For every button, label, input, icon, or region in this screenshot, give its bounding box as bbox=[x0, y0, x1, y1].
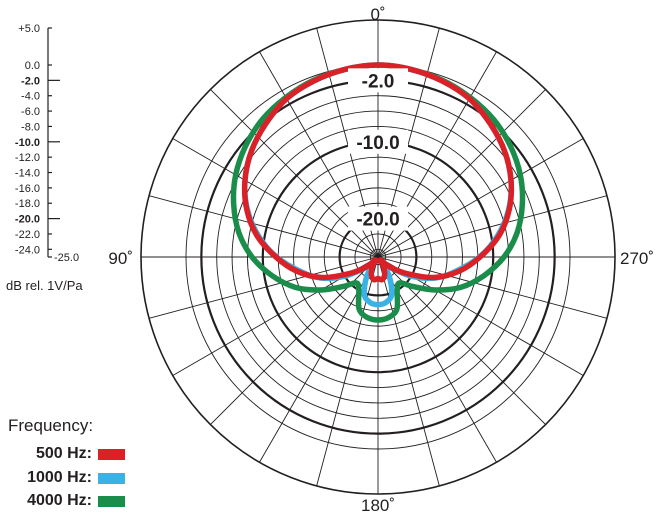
angle-label: 90˚ bbox=[108, 249, 133, 268]
legend-swatch bbox=[98, 495, 125, 507]
legend-title: Frequency: bbox=[8, 416, 94, 435]
legend-label: 500 Hz: bbox=[35, 445, 92, 462]
grid-spoke bbox=[148, 195, 379, 258]
ring-label: -10.0 bbox=[356, 133, 399, 154]
scale-label: -16.0 bbox=[15, 183, 40, 195]
grid-ring bbox=[216, 95, 540, 419]
ring-labels: -2.0 -10.0 -20.0 bbox=[348, 68, 408, 231]
ring-label: -20.0 bbox=[356, 210, 399, 231]
grid-spoke bbox=[377, 195, 608, 258]
series-curve-0 bbox=[241, 62, 515, 283]
scale-label: -25.0 bbox=[54, 252, 79, 264]
scale-label: -22.0 bbox=[15, 229, 40, 241]
scale-label: -14.0 bbox=[15, 168, 40, 180]
angle-label: 270˚ bbox=[620, 249, 654, 268]
legend-item-1000hz: 1000 Hz: bbox=[10, 469, 125, 487]
ring-label-bg bbox=[348, 206, 408, 231]
angle-label: 0˚ bbox=[370, 5, 385, 24]
scale-label: -8.0 bbox=[21, 121, 40, 133]
legend-item-500hz: 500 Hz: bbox=[10, 445, 125, 463]
scale-label: -10.0 bbox=[15, 137, 40, 149]
grid-ring bbox=[246, 125, 510, 389]
ring-label-bg bbox=[348, 129, 408, 154]
grid-ring bbox=[323, 202, 433, 312]
scale-label: -2.0 bbox=[21, 75, 40, 87]
legend-label: 4000 Hz: bbox=[27, 492, 92, 509]
unit-label: dB rel. 1V/Pa bbox=[6, 278, 83, 293]
scale-label: -12.0 bbox=[15, 152, 40, 164]
legend-item-4000hz: 4000 Hz: bbox=[10, 492, 125, 510]
scale-label: -24.0 bbox=[15, 244, 40, 256]
scale-label: -4.0 bbox=[21, 91, 40, 103]
grid-ring bbox=[308, 187, 448, 327]
grid-spoke bbox=[148, 256, 379, 319]
angle-labels: 0˚ 180˚ 90˚ 270˚ bbox=[108, 5, 654, 515]
scale-label: -20.0 bbox=[15, 214, 40, 226]
legend-label: 1000 Hz: bbox=[27, 469, 92, 486]
grid-ring bbox=[293, 172, 463, 342]
grid-ring bbox=[369, 248, 387, 266]
series-curve-2 bbox=[230, 62, 526, 323]
grid-outer-ring bbox=[140, 19, 616, 495]
legend-swatch bbox=[98, 472, 125, 484]
grid-ring bbox=[231, 110, 525, 404]
grid-spoke bbox=[377, 256, 608, 319]
scale-label: -6.0 bbox=[21, 106, 40, 118]
polar-curves bbox=[230, 62, 526, 323]
ring-label-bg bbox=[348, 68, 408, 93]
scale-label: 0.0 bbox=[25, 60, 40, 72]
scale-label: -18.0 bbox=[15, 198, 40, 210]
grid-spoke bbox=[172, 138, 379, 258]
ring-label: -2.0 bbox=[362, 71, 395, 92]
legend-swatch bbox=[98, 448, 125, 460]
angle-label: 180˚ bbox=[361, 496, 395, 515]
db-scale: +5.0 0.0 -2.0 -4.0 -6.0 -8.0 -10.0 -12.0 -14.0 -1… bbox=[15, 23, 79, 264]
scale-label: +5.0 bbox=[18, 23, 40, 35]
grid-spoke bbox=[377, 138, 584, 258]
